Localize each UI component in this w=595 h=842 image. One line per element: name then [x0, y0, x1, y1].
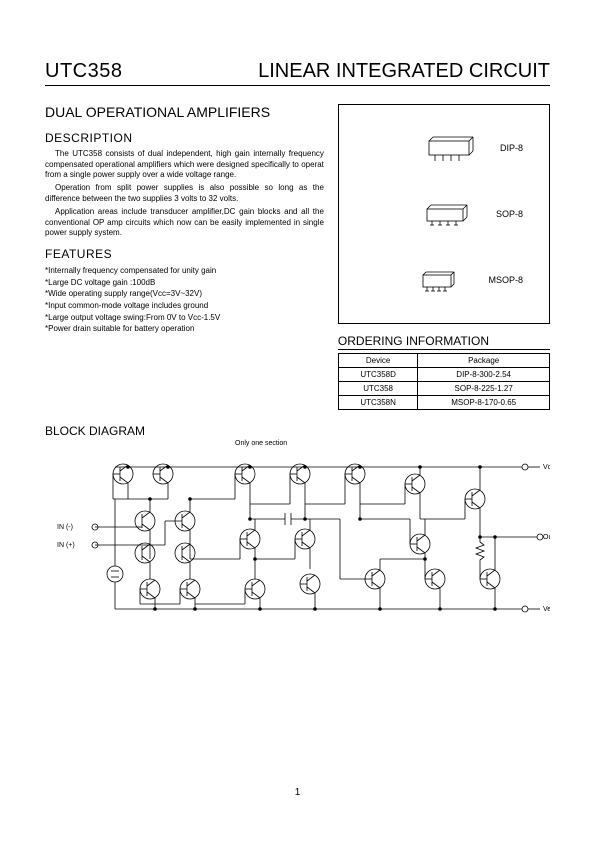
features-heading: FEATURES [45, 247, 324, 261]
table-header: Package [418, 354, 550, 368]
table-cell: UTC358N [338, 396, 417, 410]
table-row: UTC358N MSOP-8-170-0.65 [338, 396, 549, 410]
table-row: UTC358D DIP-8-300-2.54 [338, 368, 549, 382]
dip8-icon [421, 131, 476, 166]
right-column: DIP-8 [338, 104, 550, 410]
block-diagram-subcaption: Only one section [235, 440, 550, 447]
feature-item: *Large output voltage swing:From 0V to V… [45, 312, 324, 324]
package-label: SOP-8 [496, 209, 523, 219]
table-cell: MSOP-8-170-0.65 [418, 396, 550, 410]
ordering-heading: ORDERING INFORMATION [338, 334, 550, 350]
table-cell: SOP-8-225-1.27 [418, 382, 550, 396]
feature-item: *Input common-mode voltage includes grou… [45, 300, 324, 312]
sop8-icon [417, 197, 472, 232]
table-header-row: Device Package [338, 354, 549, 368]
table-cell: DIP-8-300-2.54 [418, 368, 550, 382]
table-cell: UTC358D [338, 368, 417, 382]
feature-item: *Large DC voltage gain :100dB [45, 277, 324, 289]
in-minus-label: IN (-) [57, 524, 73, 531]
vcc-label: Vcc [543, 464, 550, 471]
package-row: DIP-8 [347, 131, 541, 166]
package-row: SOP-8 [347, 197, 541, 232]
msop8-icon [409, 263, 464, 298]
feature-item: *Internally frequency compensated for un… [45, 265, 324, 277]
package-label: MSOP-8 [488, 275, 523, 285]
description-p2: Operation from split power supplies is a… [45, 183, 324, 205]
vee-label: Vee [543, 606, 550, 613]
part-number: UTC358 [45, 60, 122, 83]
output-label: Output [543, 534, 550, 541]
table-cell: UTC358 [338, 382, 417, 396]
block-diagram-svg: Vcc Output Vee IN (-) IN (+) [45, 449, 550, 629]
feature-item: *Power drain suitable for battery operat… [45, 323, 324, 335]
features-list: *Internally frequency compensated for un… [45, 265, 324, 335]
in-plus-label: IN (+) [57, 542, 75, 549]
header: UTC358 LINEAR INTEGRATED CIRCUIT [45, 60, 550, 86]
description-heading: DESCRIPTION [45, 131, 324, 145]
feature-item: *Wide operating supply range(Vcc=3V~32V) [45, 288, 324, 300]
description-p3: Application areas include transducer amp… [45, 207, 324, 239]
description-body: The UTC358 consists of dual independent,… [45, 149, 324, 239]
document-title: LINEAR INTEGRATED CIRCUIT [258, 60, 550, 83]
block-diagram-heading: BLOCK DIAGRAM [45, 424, 550, 438]
content-columns: DUAL OPERATIONAL AMPLIFIERS DESCRIPTION … [45, 104, 550, 410]
table-row: UTC358 SOP-8-225-1.27 [338, 382, 549, 396]
package-label: DIP-8 [500, 143, 523, 153]
ordering-table: Device Package UTC358D DIP-8-300-2.54 UT… [338, 353, 550, 410]
subtitle: DUAL OPERATIONAL AMPLIFIERS [45, 104, 324, 121]
table-header: Device [338, 354, 417, 368]
page-number: 1 [0, 787, 595, 798]
package-row: MSOP-8 [347, 263, 541, 298]
package-outline-box: DIP-8 [338, 104, 550, 324]
description-p1: The UTC358 consists of dual independent,… [45, 149, 324, 181]
left-column: DUAL OPERATIONAL AMPLIFIERS DESCRIPTION … [45, 104, 324, 410]
